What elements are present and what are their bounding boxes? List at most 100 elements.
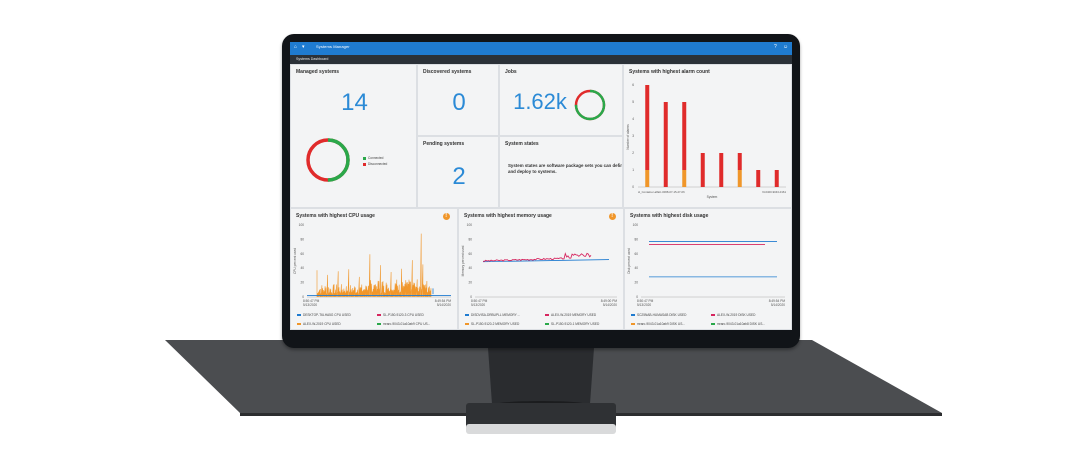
app-title: Systems Manager: [316, 44, 350, 49]
panel-title: Jobs: [505, 69, 517, 75]
y-tick-label: 1: [632, 168, 634, 172]
discovered-systems-panel[interactable]: Discovered systems 0: [417, 64, 499, 136]
x-tick-label: 8:50:47 PM: [471, 299, 488, 303]
panel-title: Systems with highest CPU usage: [296, 213, 375, 219]
cpu-chart-panel[interactable]: Systems with highest CPU usage 0 20 40 60 80…: [290, 208, 458, 330]
series-alex-cpu: [316, 233, 432, 298]
x-tick-label: 8:49:00 PM: [601, 299, 618, 303]
home-icon[interactable]: ⌂: [294, 44, 298, 50]
system-states-description: System states are software package sets …: [508, 163, 623, 174]
stand-neck: [488, 348, 594, 404]
legend-connected: Connected: [363, 155, 387, 161]
x-tick-label: 5/14/2020: [603, 303, 617, 307]
x-tick-label: 8:50:47 PM: [303, 299, 320, 303]
y-tick-label: 100: [633, 223, 639, 227]
bar-orange: [682, 170, 687, 187]
top-bar: ⌂ ▾ Systems Manager ? ☺: [290, 42, 792, 55]
managed-systems-panel[interactable]: Managed systems 14 Connected Disconnecte…: [290, 64, 417, 208]
legend-item: mraro-9043-01a10ab9 DISK US...: [631, 322, 685, 326]
bar-red: [774, 170, 779, 187]
y-axis-label: Number of alarms: [626, 124, 630, 150]
bar-red: [645, 85, 650, 170]
y-axis-label: Memory percent used: [461, 245, 465, 276]
panel-title: Discovered systems: [423, 69, 472, 75]
x-tick-label: 8:50:47 PM: [637, 299, 654, 303]
legend-item: DISDVISA-DRBUPLL MEMORY ...: [465, 313, 520, 317]
help-icon[interactable]: ?: [774, 44, 777, 50]
managed-donut: [306, 138, 350, 182]
legend-item: SL-P150-9120-1 MEMORY USED: [545, 322, 599, 326]
legend-item: ALEX-W-2019 MEMORY USED: [545, 313, 596, 317]
y-tick-label: 100: [467, 223, 473, 227]
x-tick-label: 5/13/2020: [637, 303, 651, 307]
legend-item: mraro-9043-01a10ab9 CPU US...: [377, 322, 430, 326]
legend-item: ALEX-W-2019 CPU USED: [297, 322, 341, 326]
disk-chart-panel[interactable]: Systems with highest disk usage 0 20 40 60 8…: [624, 208, 792, 330]
y-axis-label: CPU percent used: [293, 248, 297, 274]
breadcrumb-bar: Systems Dashboard: [290, 55, 792, 64]
y-tick-label: 40: [468, 266, 472, 270]
y-tick-label: 2: [632, 151, 634, 155]
y-tick-label: 20: [300, 281, 304, 285]
y-tick-label: 60: [300, 252, 304, 256]
y-tick-label: 80: [634, 237, 638, 241]
warning-icon[interactable]: [609, 213, 616, 220]
alarm-chart: 0 1 2 3 4 5 6 Number of alarms sl_Container-a8aC…: [626, 83, 786, 199]
x-axis-label: System: [707, 195, 718, 199]
alarm-chart-panel[interactable]: Systems with highest alarm count 0 1 2 3 4 5 6…: [623, 64, 792, 208]
legend-item: ALEX-W-2019 DISK USED: [711, 313, 755, 317]
legend-item: SC25NAB-HUMASAB DISK USED: [631, 313, 686, 317]
discovered-count: 0: [452, 89, 466, 116]
system-states-panel[interactable]: System states System states are software…: [499, 136, 623, 208]
y-axis-label: Disk percent used: [627, 248, 631, 274]
legend-item: mraro-9043-01a10ab8 DISK US...: [711, 322, 765, 326]
jobs-donut: [574, 89, 606, 121]
memory-chart-panel[interactable]: Systems with highest memory usage 0 20 40 6…: [458, 208, 624, 330]
jobs-panel[interactable]: Jobs 1.62k: [499, 64, 623, 136]
bar-orange: [645, 170, 650, 187]
legend-item: SL-P150-9120-2 MEMORY USED: [465, 322, 519, 326]
bar-red: [700, 153, 705, 187]
x-tick-label: ftl-0400-9043-0161: [762, 190, 786, 194]
panel-title: Systems with highest alarm count: [629, 69, 710, 75]
y-tick-label: 6: [632, 83, 634, 87]
y-tick-label: 80: [468, 237, 472, 241]
y-tick-label: 60: [634, 252, 638, 256]
bar-red: [719, 153, 724, 187]
y-tick-label: 0: [632, 185, 634, 189]
managed-legend: Connected Disconnected: [363, 155, 387, 167]
bar-red: [756, 170, 761, 187]
y-tick-label: 40: [634, 266, 638, 270]
x-tick-label: 8:49:54 PM: [435, 299, 452, 303]
x-tick-label: 5/13/2020: [303, 303, 317, 307]
user-icon[interactable]: ☺: [783, 44, 789, 50]
x-tick-label: 8:49:54 PM: [769, 299, 786, 303]
y-tick-label: 0: [302, 295, 304, 299]
breadcrumb: Systems Dashboard: [296, 57, 329, 61]
warning-icon[interactable]: [443, 213, 450, 220]
memory-chart: 0 20 40 60 80 100 Memory percent used 8:50:47 P…: [461, 223, 618, 307]
menu-icon[interactable]: ▾: [302, 44, 305, 50]
y-tick-label: 20: [468, 281, 472, 285]
y-tick-label: 100: [299, 223, 305, 227]
panel-title: Managed systems: [296, 69, 340, 75]
managed-count: 14: [341, 89, 368, 116]
x-tick-label: 5/13/2020: [471, 303, 485, 307]
panel-title: Pending systems: [423, 141, 465, 147]
series-disdvisa-memory: [482, 259, 610, 263]
bar-red: [682, 102, 687, 170]
legend-item: DESKTOP-T6LHA5G CPU USED: [297, 313, 351, 317]
pending-count: 2: [452, 163, 466, 190]
x-tick-label: 5/14/2020: [771, 303, 785, 307]
y-tick-label: 80: [300, 237, 304, 241]
pending-systems-panel[interactable]: Pending systems 2: [417, 136, 499, 208]
panel-title: System states: [505, 141, 539, 147]
y-tick-label: 4: [632, 117, 634, 121]
panel-title: Systems with highest disk usage: [630, 213, 709, 219]
x-tick-label: 5/14/2020: [437, 303, 451, 307]
legend-disconnected: Disconnected: [363, 161, 387, 167]
panel-title: Systems with highest memory usage: [464, 213, 552, 219]
